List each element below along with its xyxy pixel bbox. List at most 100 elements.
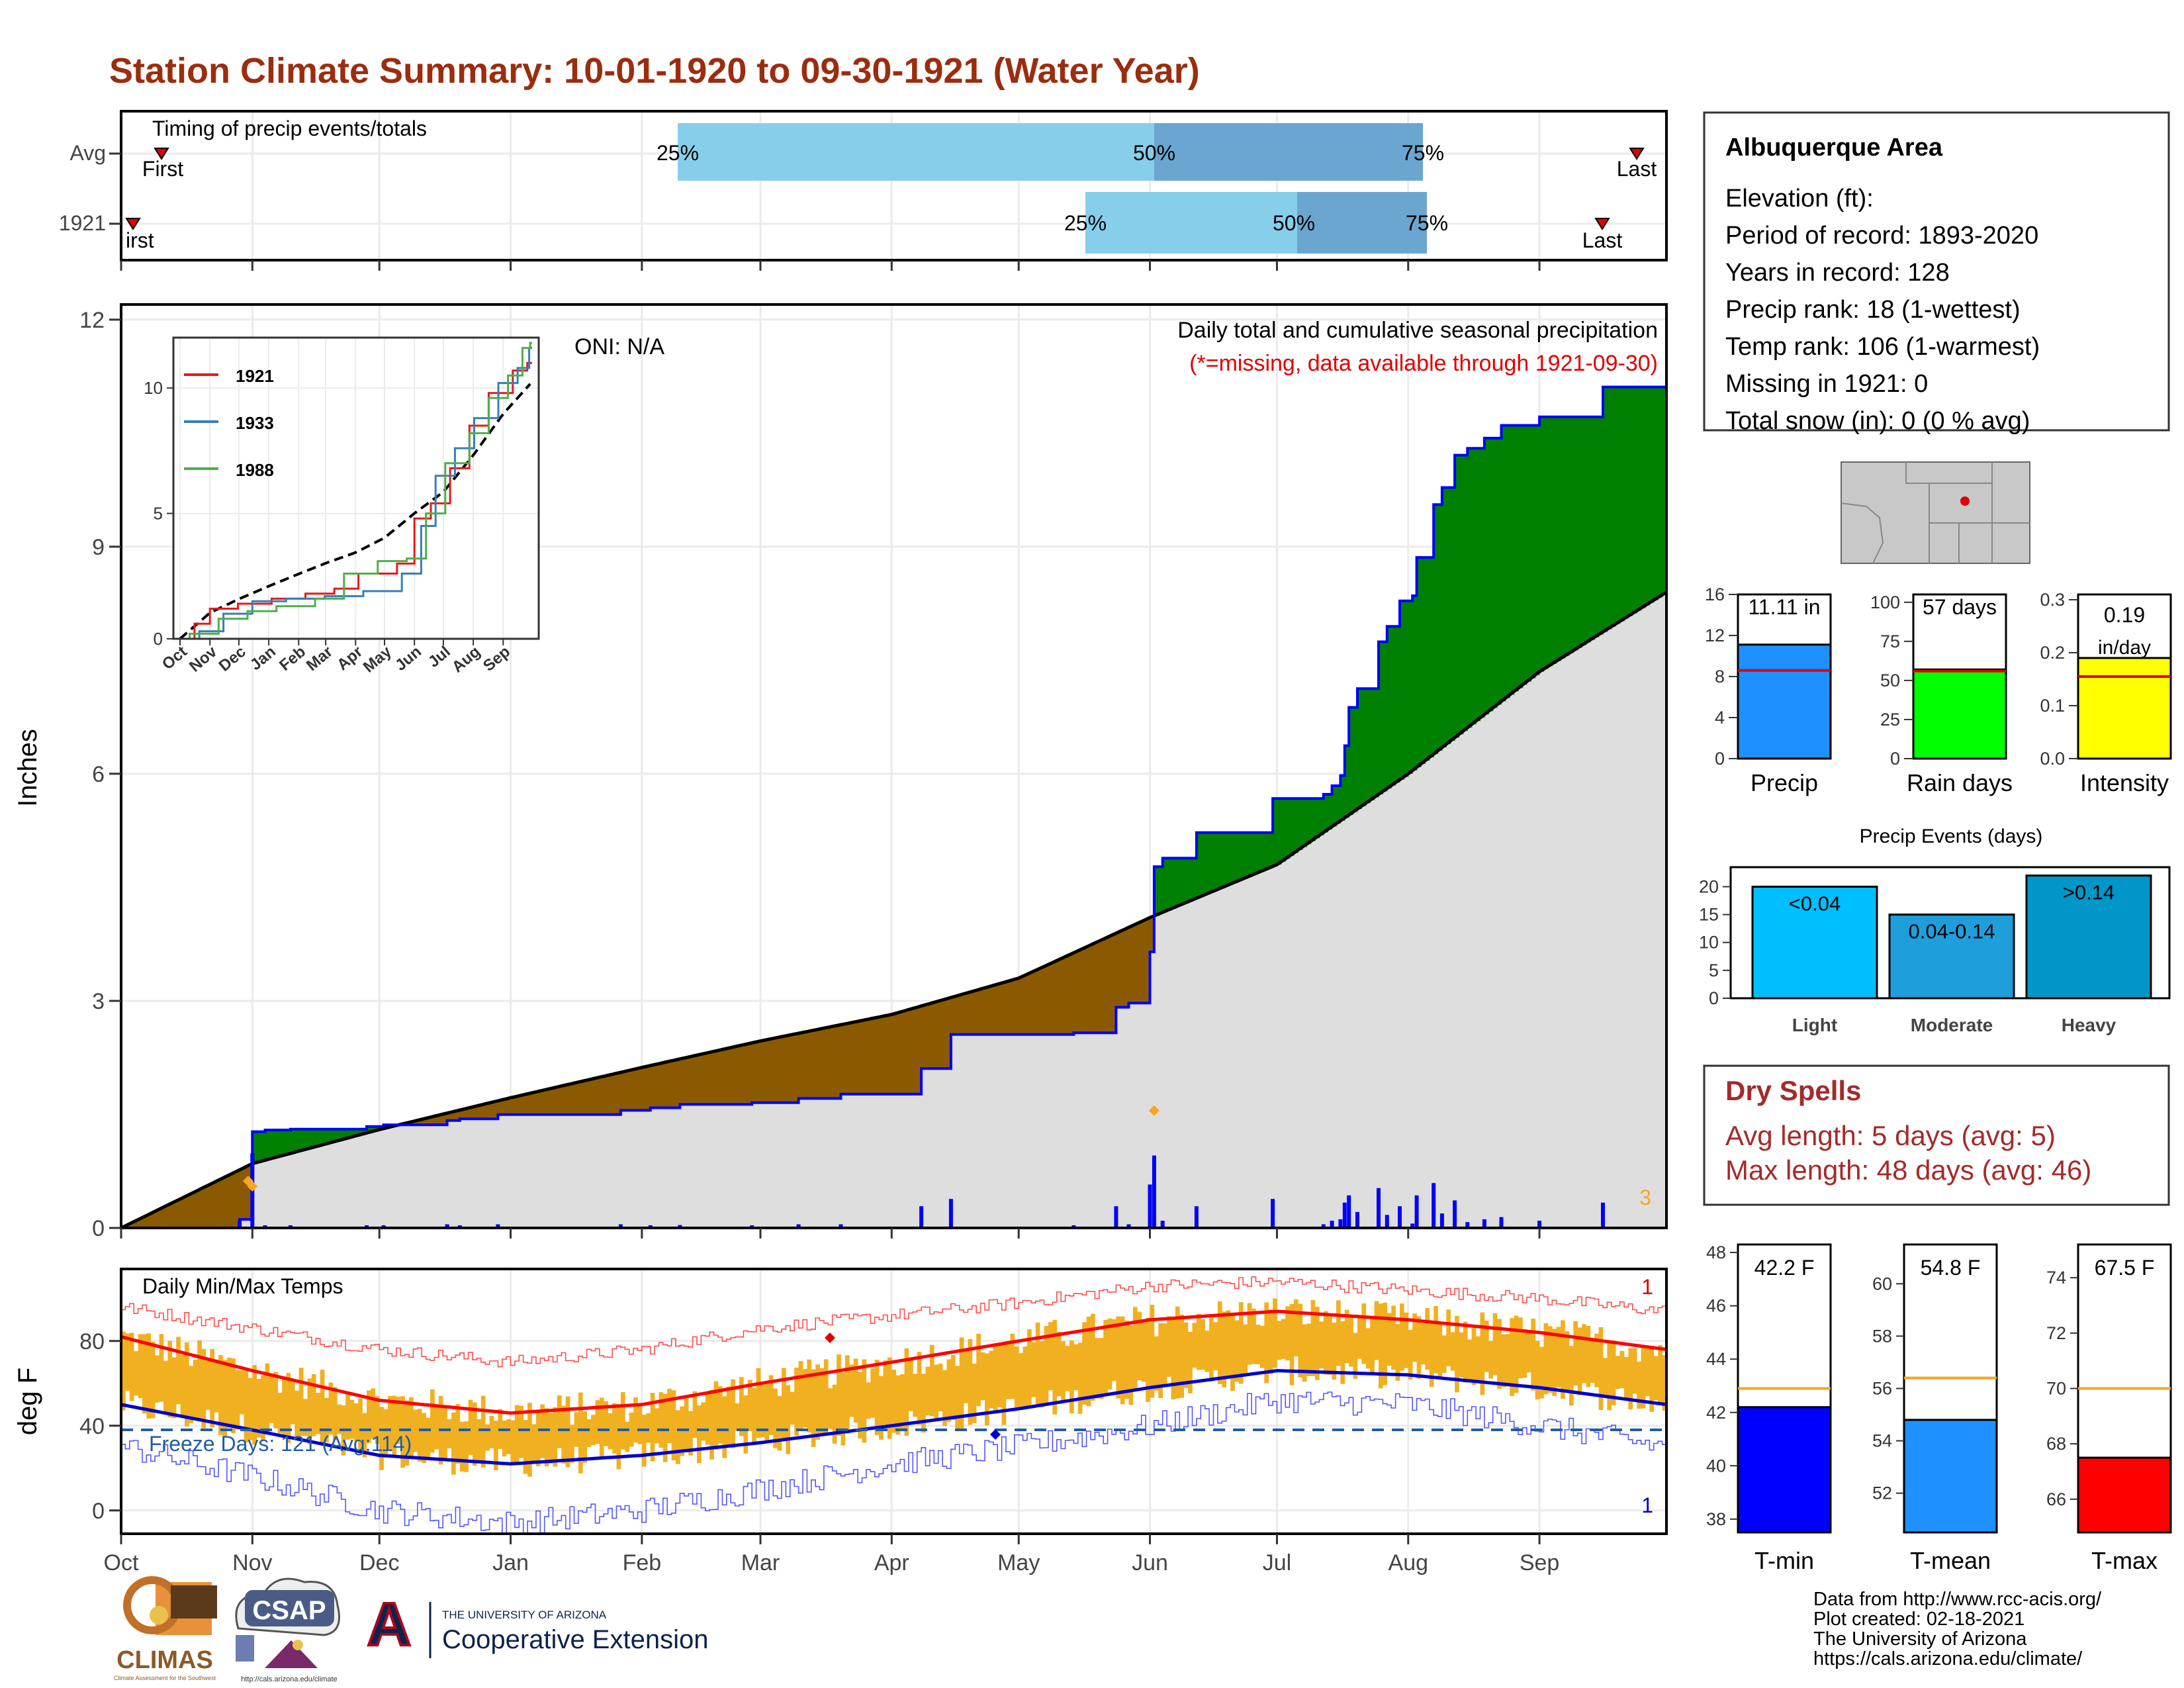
- difference-strip: [553, 1088, 558, 1115]
- daily-temp-bar: [773, 1388, 778, 1448]
- daily-temp-bar: [578, 1392, 583, 1474]
- difference-strip: [955, 996, 960, 1035]
- daily-temp-bar: [705, 1393, 710, 1445]
- daily-temp-bar: [1624, 1357, 1629, 1399]
- difference-strip: [565, 1085, 570, 1115]
- difference-strip: [303, 1129, 308, 1150]
- difference-strip: [908, 1009, 913, 1094]
- difference-strip: [1510, 425, 1515, 695]
- daily-temp-bar: [1603, 1358, 1608, 1397]
- footer-line-1: Data from http://www.rcc-acis.org/: [1813, 1589, 2102, 1610]
- difference-strip: [1154, 867, 1159, 916]
- gauge-ytick-label: 8: [1715, 667, 1725, 686]
- daily-temp-bar: [1441, 1335, 1447, 1374]
- difference-strip: [324, 1129, 330, 1145]
- daily-temp-bar: [193, 1359, 198, 1419]
- difference-strip: [222, 1178, 228, 1228]
- daily-temp-bar: [815, 1364, 820, 1440]
- daily-temp-bar: [1476, 1336, 1480, 1381]
- daily-temp-bar: [938, 1363, 943, 1412]
- difference-strip: [561, 1086, 567, 1115]
- difference-strip: [1273, 798, 1278, 867]
- difference-strip: [1069, 955, 1074, 1035]
- difference-strip: [1441, 487, 1447, 748]
- difference-strip: [1014, 979, 1019, 1035]
- difference-strip: [1073, 953, 1079, 1033]
- difference-strip: [743, 1045, 749, 1105]
- daily-temp-bar: [1539, 1346, 1544, 1399]
- daily-temp-bar: [1188, 1332, 1193, 1393]
- daily-temp-bar: [1040, 1341, 1044, 1408]
- difference-strip: [1247, 832, 1252, 877]
- difference-strip: [1505, 425, 1510, 698]
- difference-strip: [1662, 387, 1667, 595]
- daily-temp-bar: [819, 1368, 825, 1435]
- daily-temp-bar: [514, 1405, 520, 1463]
- daily-temp-bar: [409, 1397, 414, 1460]
- difference-strip: [811, 1031, 816, 1099]
- daily-temp-bar: [1365, 1328, 1371, 1369]
- daily-temp-bar: [218, 1355, 223, 1435]
- daily-temp-bar: [807, 1359, 812, 1432]
- precip-ytick-label: 6: [92, 762, 105, 787]
- temp-title: Daily Min/Max Temps: [142, 1274, 343, 1298]
- difference-strip: [519, 1096, 524, 1115]
- difference-strip: [138, 1219, 143, 1228]
- difference-strip: [320, 1129, 325, 1146]
- daily-precip-bar: [238, 1221, 242, 1228]
- daily-temp-bar: [171, 1357, 177, 1419]
- station-line-years: Years in record: 128: [1725, 259, 1950, 287]
- avg-timing-bar-light: [678, 123, 1154, 181]
- difference-strip: [917, 1007, 922, 1094]
- difference-strip: [353, 1129, 359, 1137]
- precip-yticks: 0 3 6 9 12: [79, 308, 121, 1241]
- daily-temp-bar: [1547, 1326, 1553, 1393]
- gauge-value-bar: [1737, 643, 1832, 760]
- daily-temp-bar: [1653, 1356, 1659, 1401]
- daily-temp-bar: [358, 1398, 363, 1454]
- difference-strip: [1379, 641, 1383, 794]
- difference-strip: [1255, 832, 1261, 874]
- daily-temp-bar: [1632, 1348, 1637, 1394]
- difference-strip: [925, 1004, 931, 1069]
- difference-strip: [345, 1129, 351, 1139]
- daily-temp-bar: [1526, 1330, 1531, 1373]
- temp-gauge-ytick-label: 58: [1872, 1326, 1892, 1346]
- difference-strip: [570, 1084, 575, 1115]
- difference-strip: [586, 1080, 592, 1115]
- daily-temp-bar: [1230, 1313, 1235, 1391]
- daily-temp-bar: [1192, 1323, 1197, 1368]
- daily-temp-bar: [150, 1341, 156, 1419]
- daily-temp-bar: [1052, 1319, 1058, 1415]
- daily-temp-bar: [1137, 1311, 1142, 1381]
- daily-temp-bar: [760, 1384, 765, 1438]
- difference-strip: [756, 1042, 761, 1103]
- daily-temp-bar: [549, 1413, 553, 1464]
- daily-temp-bar: [1357, 1317, 1362, 1359]
- difference-strip: [1310, 798, 1316, 841]
- difference-strip: [578, 1082, 583, 1115]
- daily-temp-bar: [311, 1374, 316, 1436]
- temp-gauge-ytick-label: 54: [1872, 1431, 1892, 1451]
- temp-gauge-value-text: 67.5 F: [2095, 1256, 2155, 1280]
- avg-first-label: First: [142, 157, 183, 181]
- timing-row-avg-label: Avg: [69, 141, 106, 165]
- difference-strip: [459, 1109, 465, 1119]
- daily-temp-bar: [1154, 1336, 1159, 1391]
- difference-strip: [1095, 943, 1100, 1033]
- daily-temp-bars: [121, 1298, 1667, 1477]
- daily-temp-bar: [1302, 1324, 1307, 1382]
- daily-temp-bar: [1361, 1303, 1367, 1364]
- x-axis-month-label: Feb: [623, 1550, 662, 1575]
- difference-strip: [726, 1049, 731, 1105]
- daily-precip-bar: [1194, 1206, 1199, 1228]
- avg-cumulative-area: [121, 592, 1666, 1228]
- difference-strip: [1048, 964, 1053, 1035]
- difference-strip: [1150, 917, 1155, 952]
- gauge-ytick-label: 0.0: [2040, 749, 2065, 769]
- difference-strip: [1319, 798, 1324, 835]
- difference-strip: [1590, 416, 1595, 640]
- temp-gauge-value-bar: [2077, 1456, 2172, 1534]
- daily-temp-bar: [1501, 1334, 1506, 1387]
- daily-temp-bar: [1543, 1323, 1549, 1395]
